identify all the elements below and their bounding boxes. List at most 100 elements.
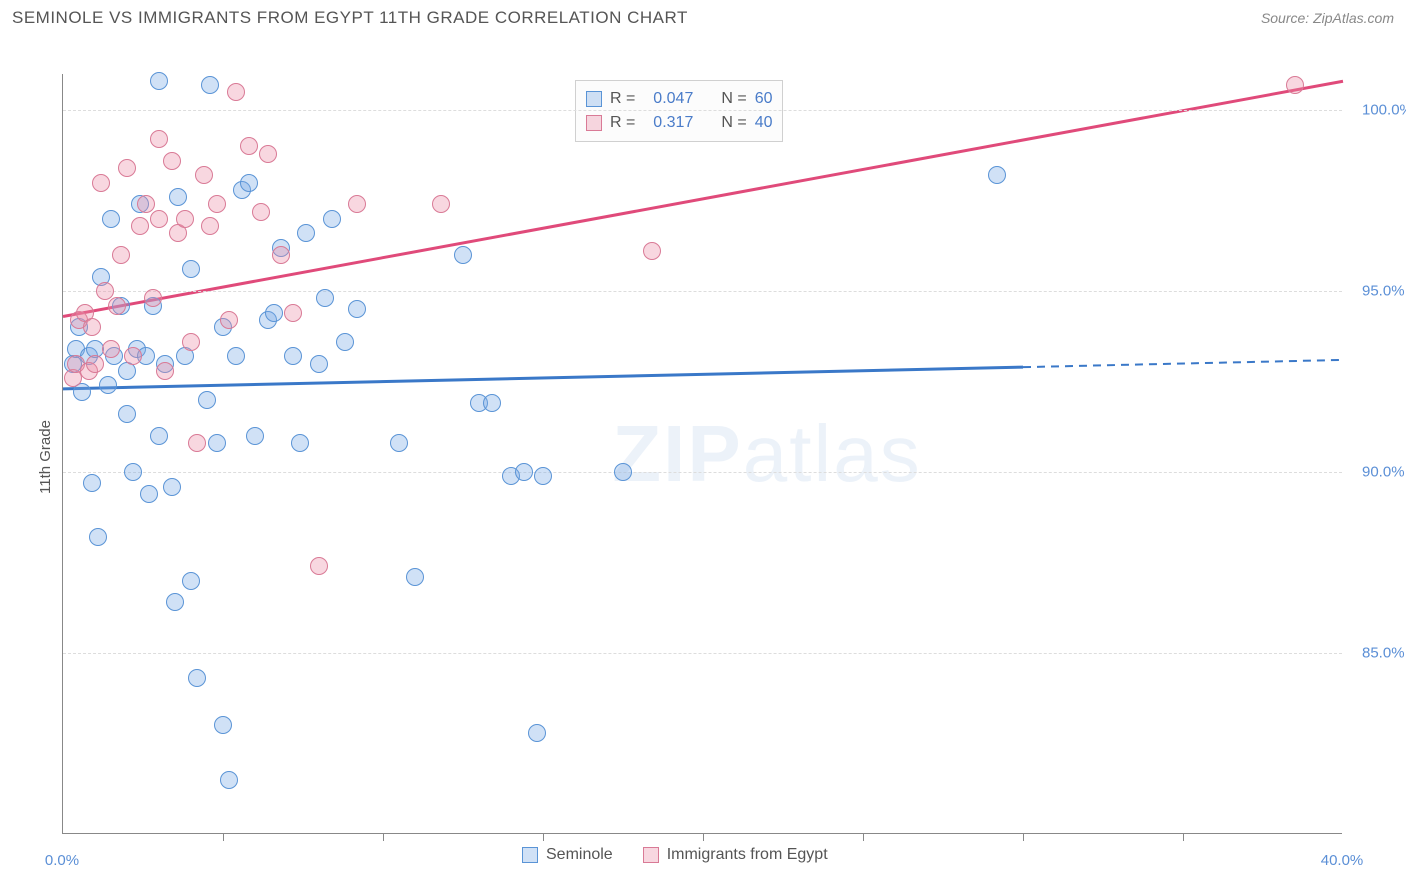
data-point	[614, 463, 632, 481]
gridline	[63, 291, 1342, 292]
data-point	[163, 478, 181, 496]
data-point	[240, 137, 258, 155]
data-point	[150, 427, 168, 445]
data-point	[483, 394, 501, 412]
stat-r-value: 0.047	[643, 87, 693, 111]
legend-label: Seminole	[546, 846, 613, 864]
data-point	[220, 771, 238, 789]
data-point	[182, 572, 200, 590]
data-point	[166, 593, 184, 611]
gridline	[63, 472, 1342, 473]
data-point	[102, 340, 120, 358]
stat-label-n: N =	[721, 111, 746, 135]
data-point	[227, 83, 245, 101]
legend-swatch	[586, 115, 602, 131]
data-point	[169, 188, 187, 206]
legend-swatch	[586, 91, 602, 107]
legend-label: Immigrants from Egypt	[667, 846, 828, 864]
data-point	[131, 217, 149, 235]
data-point	[988, 166, 1006, 184]
data-point	[454, 246, 472, 264]
data-point	[163, 152, 181, 170]
data-point	[265, 304, 283, 322]
data-point	[188, 434, 206, 452]
chart-title: SEMINOLE VS IMMIGRANTS FROM EGYPT 11TH G…	[12, 8, 688, 28]
data-point	[118, 159, 136, 177]
data-point	[272, 246, 290, 264]
data-point	[176, 210, 194, 228]
data-point	[336, 333, 354, 351]
data-point	[528, 724, 546, 742]
stats-legend-row: R = 0.317 N = 40	[586, 111, 772, 135]
data-point	[89, 528, 107, 546]
stat-n-value: 40	[755, 111, 773, 135]
gridline	[63, 653, 1342, 654]
stats-legend-row: R = 0.047 N = 60	[586, 87, 772, 111]
y-axis-label: 11th Grade	[37, 420, 54, 494]
x-tick-label: 40.0%	[1321, 852, 1364, 869]
x-tick	[703, 833, 704, 841]
data-point	[323, 210, 341, 228]
data-point	[214, 716, 232, 734]
data-point	[195, 166, 213, 184]
x-tick	[863, 833, 864, 841]
data-point	[246, 427, 264, 445]
data-point	[310, 557, 328, 575]
stat-r-value: 0.317	[643, 111, 693, 135]
series-legend: Seminole Immigrants from Egypt	[522, 846, 828, 864]
y-tick-label: 85.0%	[1362, 645, 1405, 662]
stat-n-value: 60	[755, 87, 773, 111]
data-point	[182, 260, 200, 278]
y-tick-label: 100.0%	[1362, 102, 1406, 119]
y-tick-label: 95.0%	[1362, 283, 1405, 300]
data-point	[108, 297, 126, 315]
data-point	[86, 355, 104, 373]
data-point	[124, 463, 142, 481]
data-point	[227, 347, 245, 365]
data-point	[156, 362, 174, 380]
data-point	[137, 195, 155, 213]
y-tick-label: 90.0%	[1362, 464, 1405, 481]
data-point	[643, 242, 661, 260]
data-point	[390, 434, 408, 452]
data-point	[96, 282, 114, 300]
data-point	[284, 347, 302, 365]
data-point	[150, 210, 168, 228]
data-point	[348, 300, 366, 318]
data-point	[201, 217, 219, 235]
plot-area: ZIPatlas R = 0.047 N = 60 R = 0.317 N = 40	[62, 74, 1342, 834]
source-attribution: Source: ZipAtlas.com	[1261, 10, 1394, 26]
data-point	[534, 467, 552, 485]
data-point	[188, 669, 206, 687]
data-point	[348, 195, 366, 213]
x-tick	[223, 833, 224, 841]
x-tick	[383, 833, 384, 841]
data-point	[150, 72, 168, 90]
x-tick	[1183, 833, 1184, 841]
data-point	[198, 391, 216, 409]
gridline	[63, 110, 1342, 111]
data-point	[220, 311, 238, 329]
data-point	[515, 463, 533, 481]
legend-swatch	[522, 847, 538, 863]
data-point	[83, 318, 101, 336]
data-point	[182, 333, 200, 351]
data-point	[124, 347, 142, 365]
stat-label-r: R =	[610, 87, 635, 111]
data-point	[1286, 76, 1304, 94]
data-point	[284, 304, 302, 322]
data-point	[150, 130, 168, 148]
data-point	[112, 246, 130, 264]
data-point	[144, 289, 162, 307]
data-point	[316, 289, 334, 307]
data-point	[201, 76, 219, 94]
watermark: ZIPatlas	[612, 408, 921, 500]
stat-label-r: R =	[610, 111, 635, 135]
data-point	[240, 174, 258, 192]
data-point	[291, 434, 309, 452]
data-point	[208, 195, 226, 213]
data-point	[118, 405, 136, 423]
stat-label-n: N =	[721, 87, 746, 111]
data-point	[252, 203, 270, 221]
data-point	[102, 210, 120, 228]
